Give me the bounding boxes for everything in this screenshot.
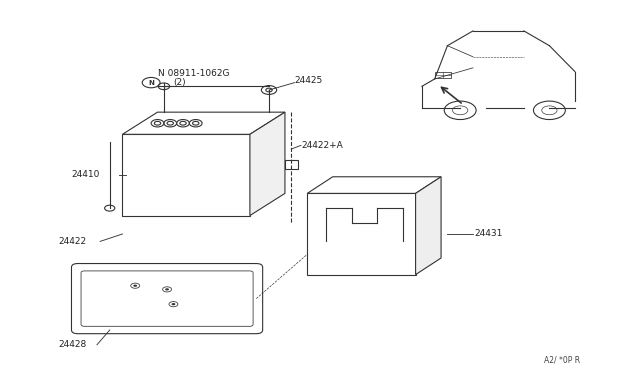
Text: 24410: 24410 — [72, 170, 100, 179]
Circle shape — [133, 285, 137, 287]
Text: N 08911-1062G: N 08911-1062G — [157, 69, 229, 78]
Text: 24425: 24425 — [294, 76, 323, 85]
Polygon shape — [250, 112, 285, 215]
Text: 24428: 24428 — [59, 340, 87, 349]
Polygon shape — [122, 112, 285, 134]
Circle shape — [165, 288, 169, 291]
Polygon shape — [307, 177, 441, 193]
Text: (2): (2) — [173, 78, 186, 87]
Circle shape — [172, 303, 175, 305]
FancyBboxPatch shape — [72, 263, 262, 334]
Text: 24431: 24431 — [474, 230, 502, 238]
Text: 24422+A: 24422+A — [301, 141, 342, 150]
Polygon shape — [415, 177, 441, 275]
Text: N: N — [148, 80, 154, 86]
Text: A2/ *0P R: A2/ *0P R — [544, 355, 580, 364]
FancyBboxPatch shape — [81, 271, 253, 326]
Text: 24422: 24422 — [59, 237, 87, 246]
